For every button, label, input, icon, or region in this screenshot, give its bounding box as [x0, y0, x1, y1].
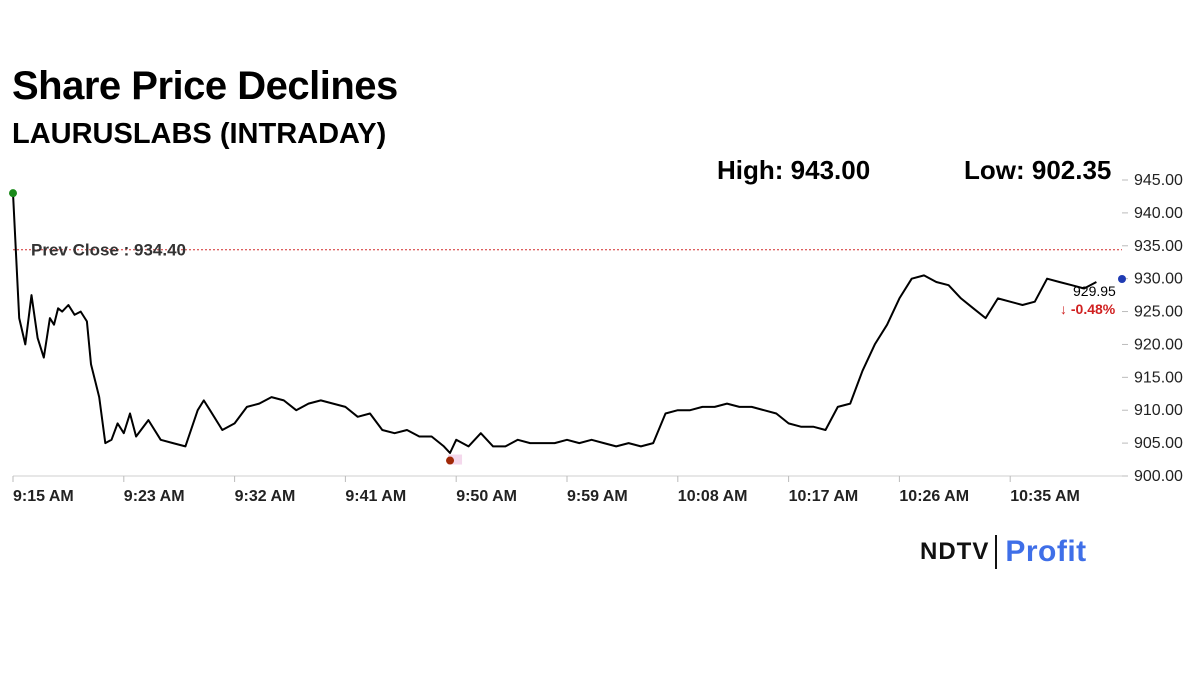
price-line [12, 193, 1097, 454]
y-tick-label: 910.00 [1134, 402, 1183, 419]
day-high-label: High: 943.00 [717, 155, 871, 185]
y-tick-label: 915.00 [1134, 369, 1183, 386]
x-tick-label: 9:23 AM [124, 488, 185, 505]
ndtv-profit-logo: NDTV Profit [920, 532, 1087, 572]
y-tick-label: 920.00 [1134, 336, 1183, 353]
x-tick-label: 10:35 AM [1010, 488, 1080, 505]
x-tick-label: 9:15 AM [13, 488, 74, 505]
high-marker [9, 189, 17, 198]
y-tick-label: 905.00 [1134, 435, 1183, 452]
chart-subtitle: LAURUSLABS (INTRADAY) [12, 118, 387, 150]
last-price-label: 929.95 [1073, 283, 1116, 299]
y-tick-label: 925.00 [1134, 304, 1183, 321]
y-tick-label: 900.00 [1134, 468, 1183, 485]
x-tick-label: 10:08 AM [678, 488, 748, 505]
last-price-marker [1118, 274, 1126, 283]
logo-divider [995, 535, 998, 569]
y-tick-label: 940.00 [1134, 205, 1183, 222]
x-tick-label: 9:59 AM [567, 488, 628, 505]
low-marker [446, 456, 455, 465]
logo-profit-text: Profit [1005, 535, 1087, 568]
x-tick-label: 9:32 AM [235, 488, 296, 505]
x-tick-label: 9:50 AM [456, 488, 517, 505]
chart-title: Share Price Declines [12, 64, 398, 108]
low-marker-highlight [448, 454, 463, 465]
day-low-label: Low: 902.35 [964, 155, 1112, 185]
x-tick-label: 9:41 AM [345, 488, 406, 505]
x-tick-label: 10:17 AM [789, 488, 859, 505]
y-tick-label: 935.00 [1134, 238, 1183, 255]
x-tick-label: 10:26 AM [899, 488, 969, 505]
change-label: ↓ -0.48% [1060, 301, 1116, 317]
y-tick-label: 945.00 [1134, 172, 1183, 189]
logo-ndtv-text: NDTV [920, 538, 990, 565]
prev-close-label: Prev Close : 934.40 [31, 241, 186, 260]
y-tick-label: 930.00 [1134, 271, 1183, 288]
